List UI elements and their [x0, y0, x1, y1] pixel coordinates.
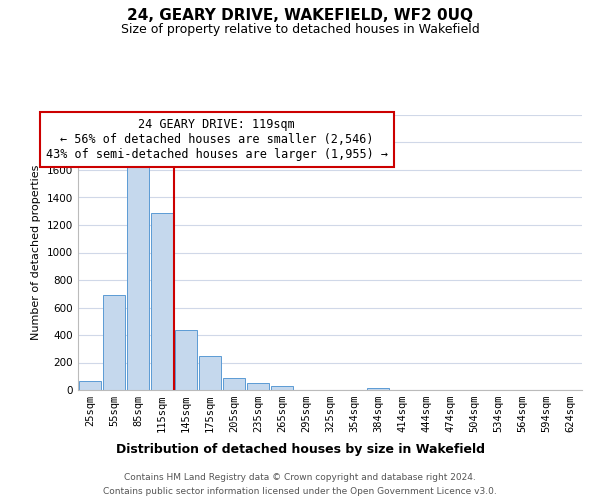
- Text: 24, GEARY DRIVE, WAKEFIELD, WF2 0UQ: 24, GEARY DRIVE, WAKEFIELD, WF2 0UQ: [127, 8, 473, 22]
- Bar: [199, 356, 221, 390]
- Bar: [271, 386, 293, 390]
- Bar: [79, 381, 101, 390]
- Text: Contains public sector information licensed under the Open Government Licence v3: Contains public sector information licen…: [103, 488, 497, 496]
- Y-axis label: Number of detached properties: Number of detached properties: [31, 165, 41, 340]
- Bar: [127, 165, 149, 390]
- Bar: [367, 388, 389, 390]
- Bar: [151, 214, 173, 390]
- Text: 24 GEARY DRIVE: 119sqm
← 56% of detached houses are smaller (2,546)
43% of semi-: 24 GEARY DRIVE: 119sqm ← 56% of detached…: [46, 118, 388, 161]
- Text: Distribution of detached houses by size in Wakefield: Distribution of detached houses by size …: [115, 442, 485, 456]
- Text: Contains HM Land Registry data © Crown copyright and database right 2024.: Contains HM Land Registry data © Crown c…: [124, 472, 476, 482]
- Text: Size of property relative to detached houses in Wakefield: Size of property relative to detached ho…: [121, 22, 479, 36]
- Bar: [175, 330, 197, 390]
- Bar: [247, 383, 269, 390]
- Bar: [223, 378, 245, 390]
- Bar: [103, 295, 125, 390]
